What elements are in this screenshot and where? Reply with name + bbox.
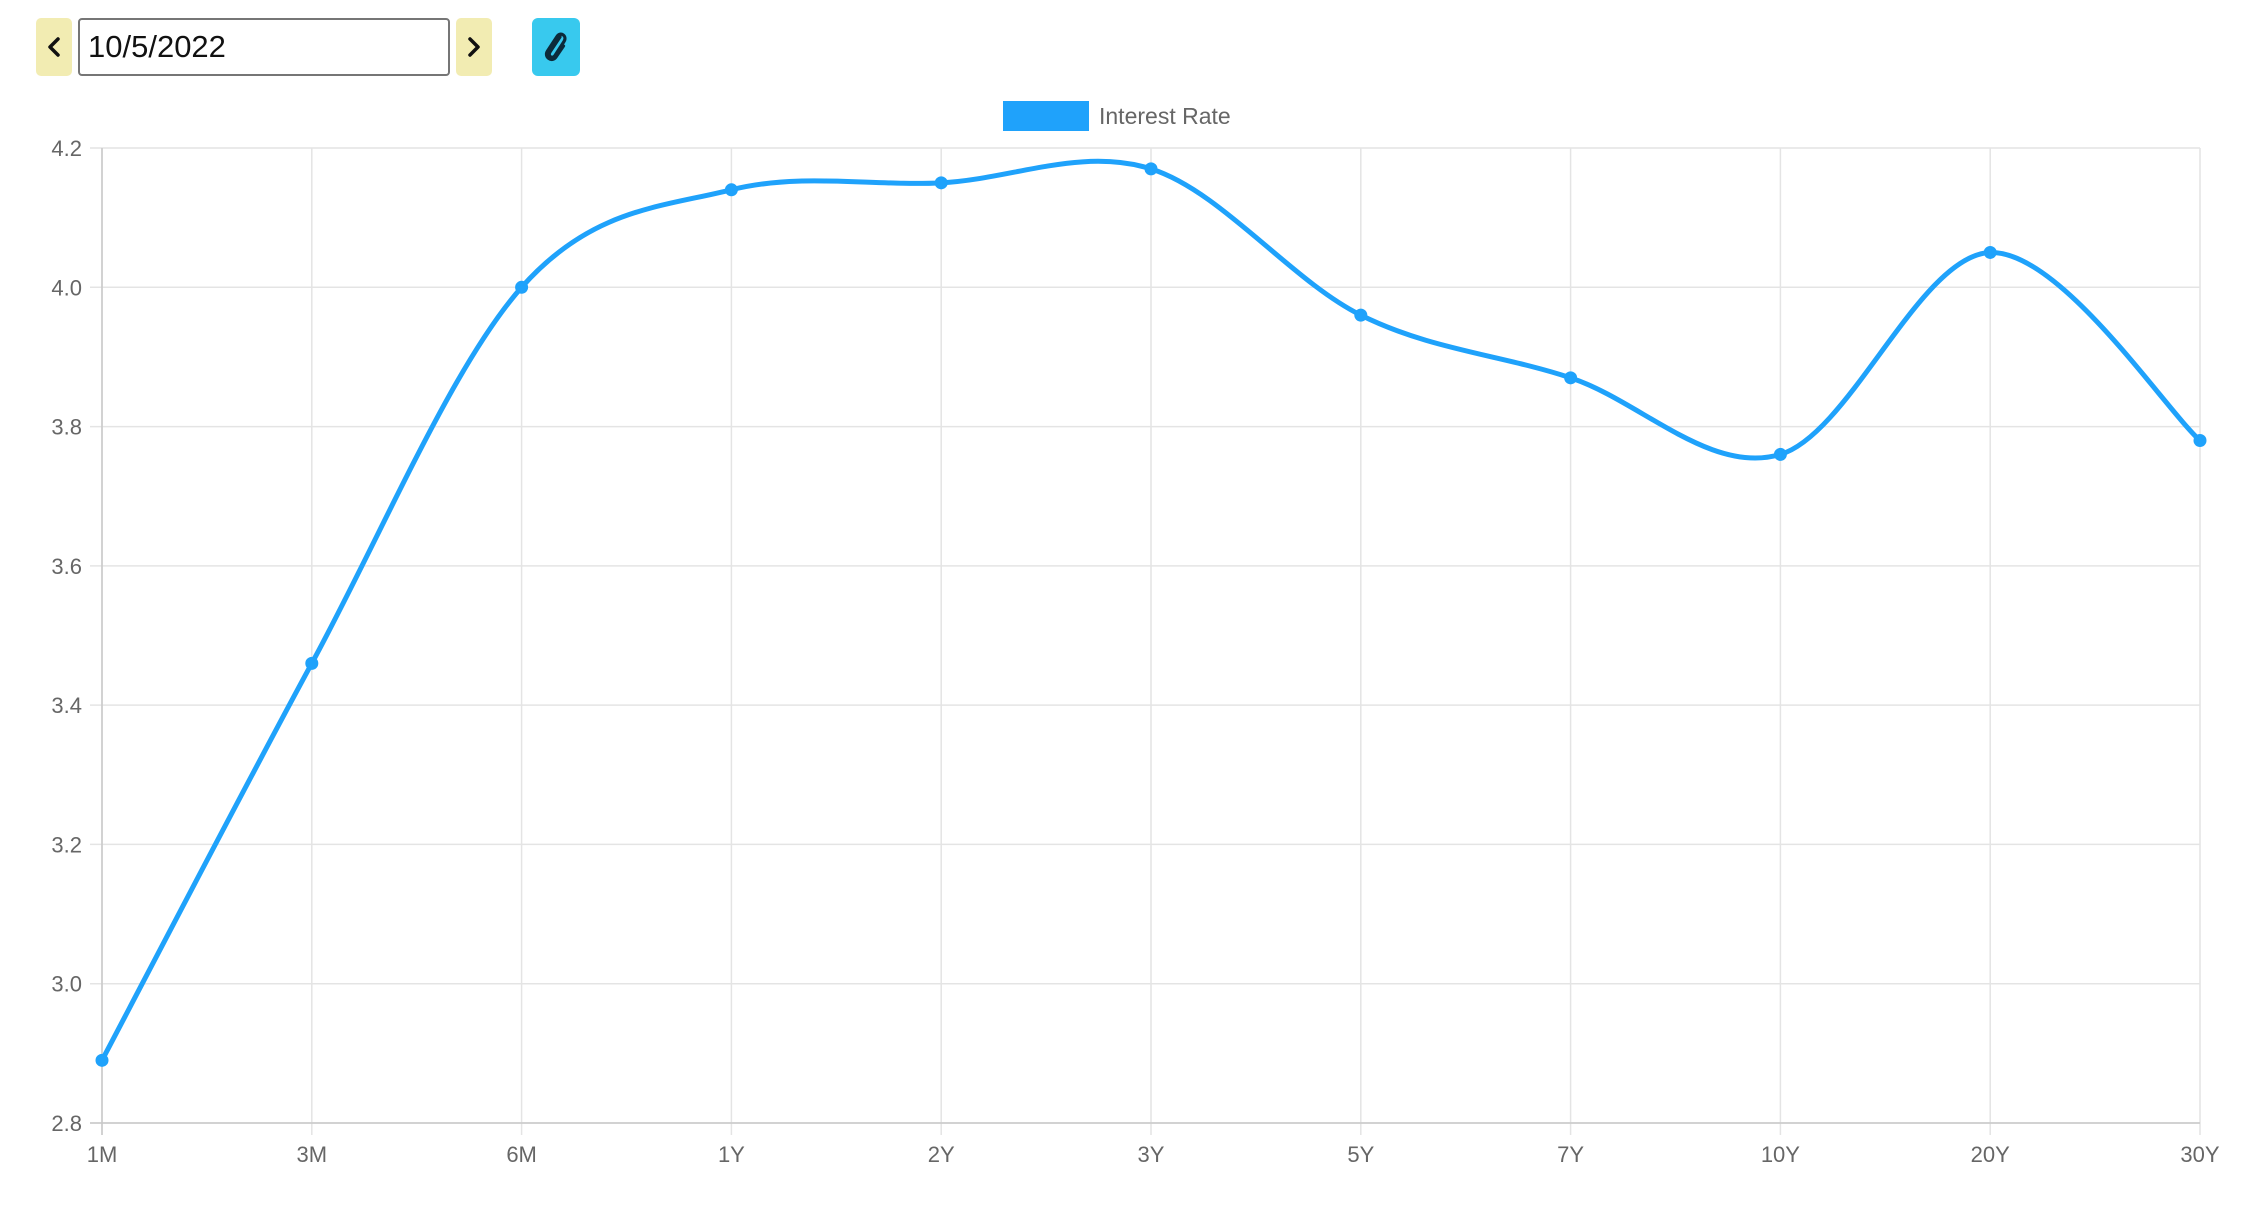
data-point <box>934 176 948 190</box>
x-tick-label: 30Y <box>2180 1142 2219 1167</box>
y-tick-label: 3.2 <box>51 832 82 857</box>
chevron-left-icon <box>48 37 60 57</box>
x-tick-label: 7Y <box>1557 1142 1584 1167</box>
data-point <box>1564 371 1578 385</box>
y-tick-label: 2.8 <box>51 1111 82 1136</box>
y-tick-label: 3.8 <box>51 415 82 440</box>
data-point <box>1354 308 1368 322</box>
data-point <box>2193 434 2207 447</box>
attach-button[interactable] <box>532 18 580 76</box>
y-tick-label: 3.6 <box>51 554 82 579</box>
legend-label: Interest Rate <box>1099 102 1231 129</box>
data-point <box>515 280 529 294</box>
y-tick-label: 4.2 <box>51 136 82 161</box>
data-point <box>724 183 738 197</box>
next-date-button[interactable] <box>456 18 492 76</box>
x-tick-label: 20Y <box>1971 1142 2010 1167</box>
x-tick-label: 1Y <box>718 1142 745 1167</box>
data-point <box>1773 447 1787 461</box>
x-tick-label: 1M <box>87 1142 118 1167</box>
x-tick-label: 3Y <box>1138 1142 1165 1167</box>
data-point <box>1144 162 1158 176</box>
data-point <box>95 1053 109 1067</box>
data-point <box>305 656 319 670</box>
y-tick-label: 4.0 <box>51 275 82 300</box>
x-tick-label: 5Y <box>1347 1142 1374 1167</box>
y-tick-label: 3.4 <box>51 693 82 718</box>
x-tick-label: 6M <box>506 1142 537 1167</box>
data-point <box>1983 245 1997 259</box>
previous-date-button[interactable] <box>36 18 72 76</box>
series-line <box>99 158 2203 1063</box>
legend-swatch <box>1003 101 1089 131</box>
x-tick-label: 10Y <box>1761 1142 1800 1167</box>
paperclip-icon <box>544 32 567 62</box>
chevron-right-icon <box>468 37 480 57</box>
x-tick-label: 2Y <box>928 1142 955 1167</box>
x-tick-label: 3M <box>297 1142 328 1167</box>
chart-legend[interactable]: Interest Rate <box>1003 100 1231 132</box>
date-input[interactable] <box>78 18 450 76</box>
y-tick-label: 3.0 <box>51 972 82 997</box>
